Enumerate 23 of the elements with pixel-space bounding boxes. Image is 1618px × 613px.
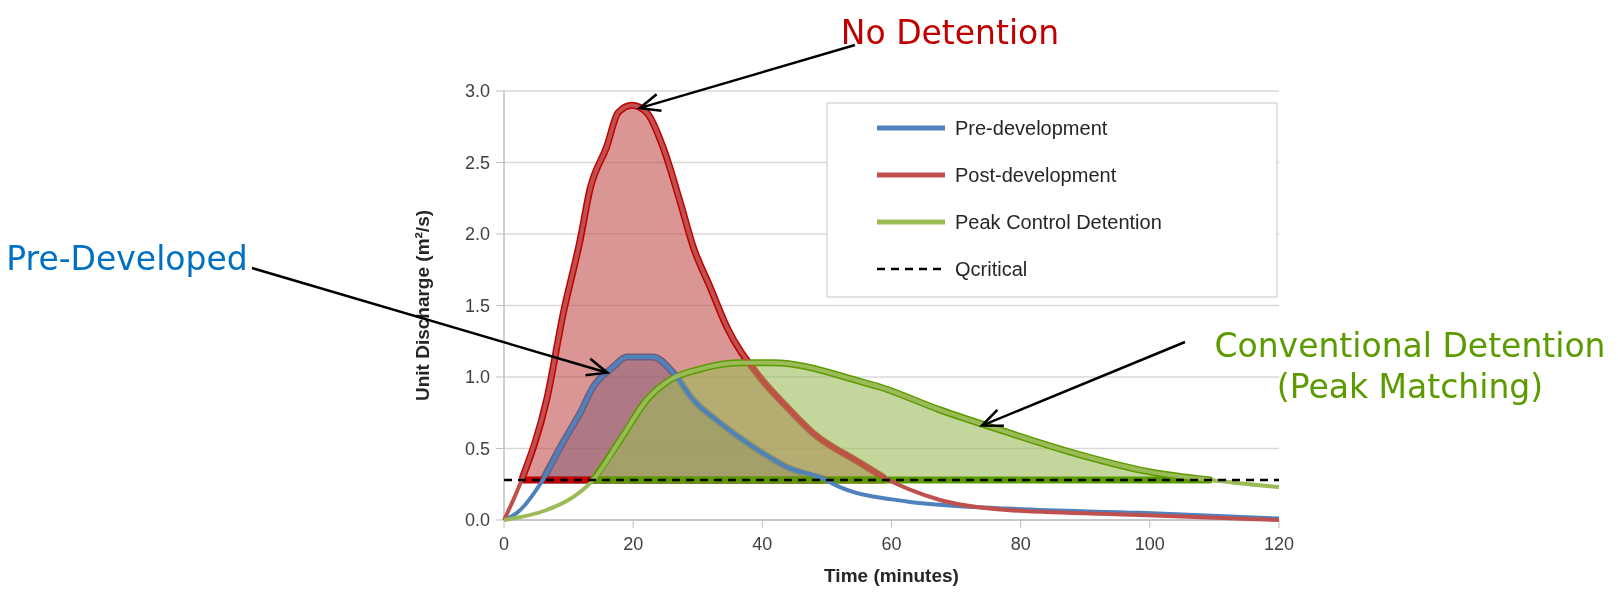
y-tick-label: 0.5 (464, 438, 490, 459)
x-tick-label: 120 (1263, 534, 1295, 554)
x-tick-label: 100 (1134, 534, 1165, 554)
x-tick-label: 80 (1010, 534, 1031, 554)
legend-label: Pre-development (955, 117, 1108, 139)
y-tick-label: 1.0 (464, 367, 490, 388)
y-tick-label: 2.0 (464, 224, 490, 245)
y-axis-title: Unit Discharge (m²/s) (412, 209, 433, 402)
x-tick-label: 20 (623, 534, 644, 554)
y-tick-label: 3.0 (464, 81, 490, 102)
x-axis-title: Time (minutes) (824, 565, 959, 586)
annotation: Conventional Detention (Peak Matching) (1214, 325, 1606, 406)
annotation: Pre-Developed (6, 238, 248, 278)
y-tick-label: 1.5 (464, 295, 490, 316)
legend-label: Post-development (955, 164, 1117, 186)
annotation: No Detention (840, 12, 1060, 52)
x-tick-label: 60 (881, 534, 902, 554)
legend-label: Peak Control Detention (955, 211, 1162, 233)
x-tick-label: 40 (752, 534, 773, 554)
y-tick-label: 0.0 (464, 510, 490, 531)
legend-label: Qcritical (955, 258, 1028, 280)
y-tick-label: 2.5 (464, 152, 490, 173)
x-tick-label: 0 (498, 534, 510, 554)
